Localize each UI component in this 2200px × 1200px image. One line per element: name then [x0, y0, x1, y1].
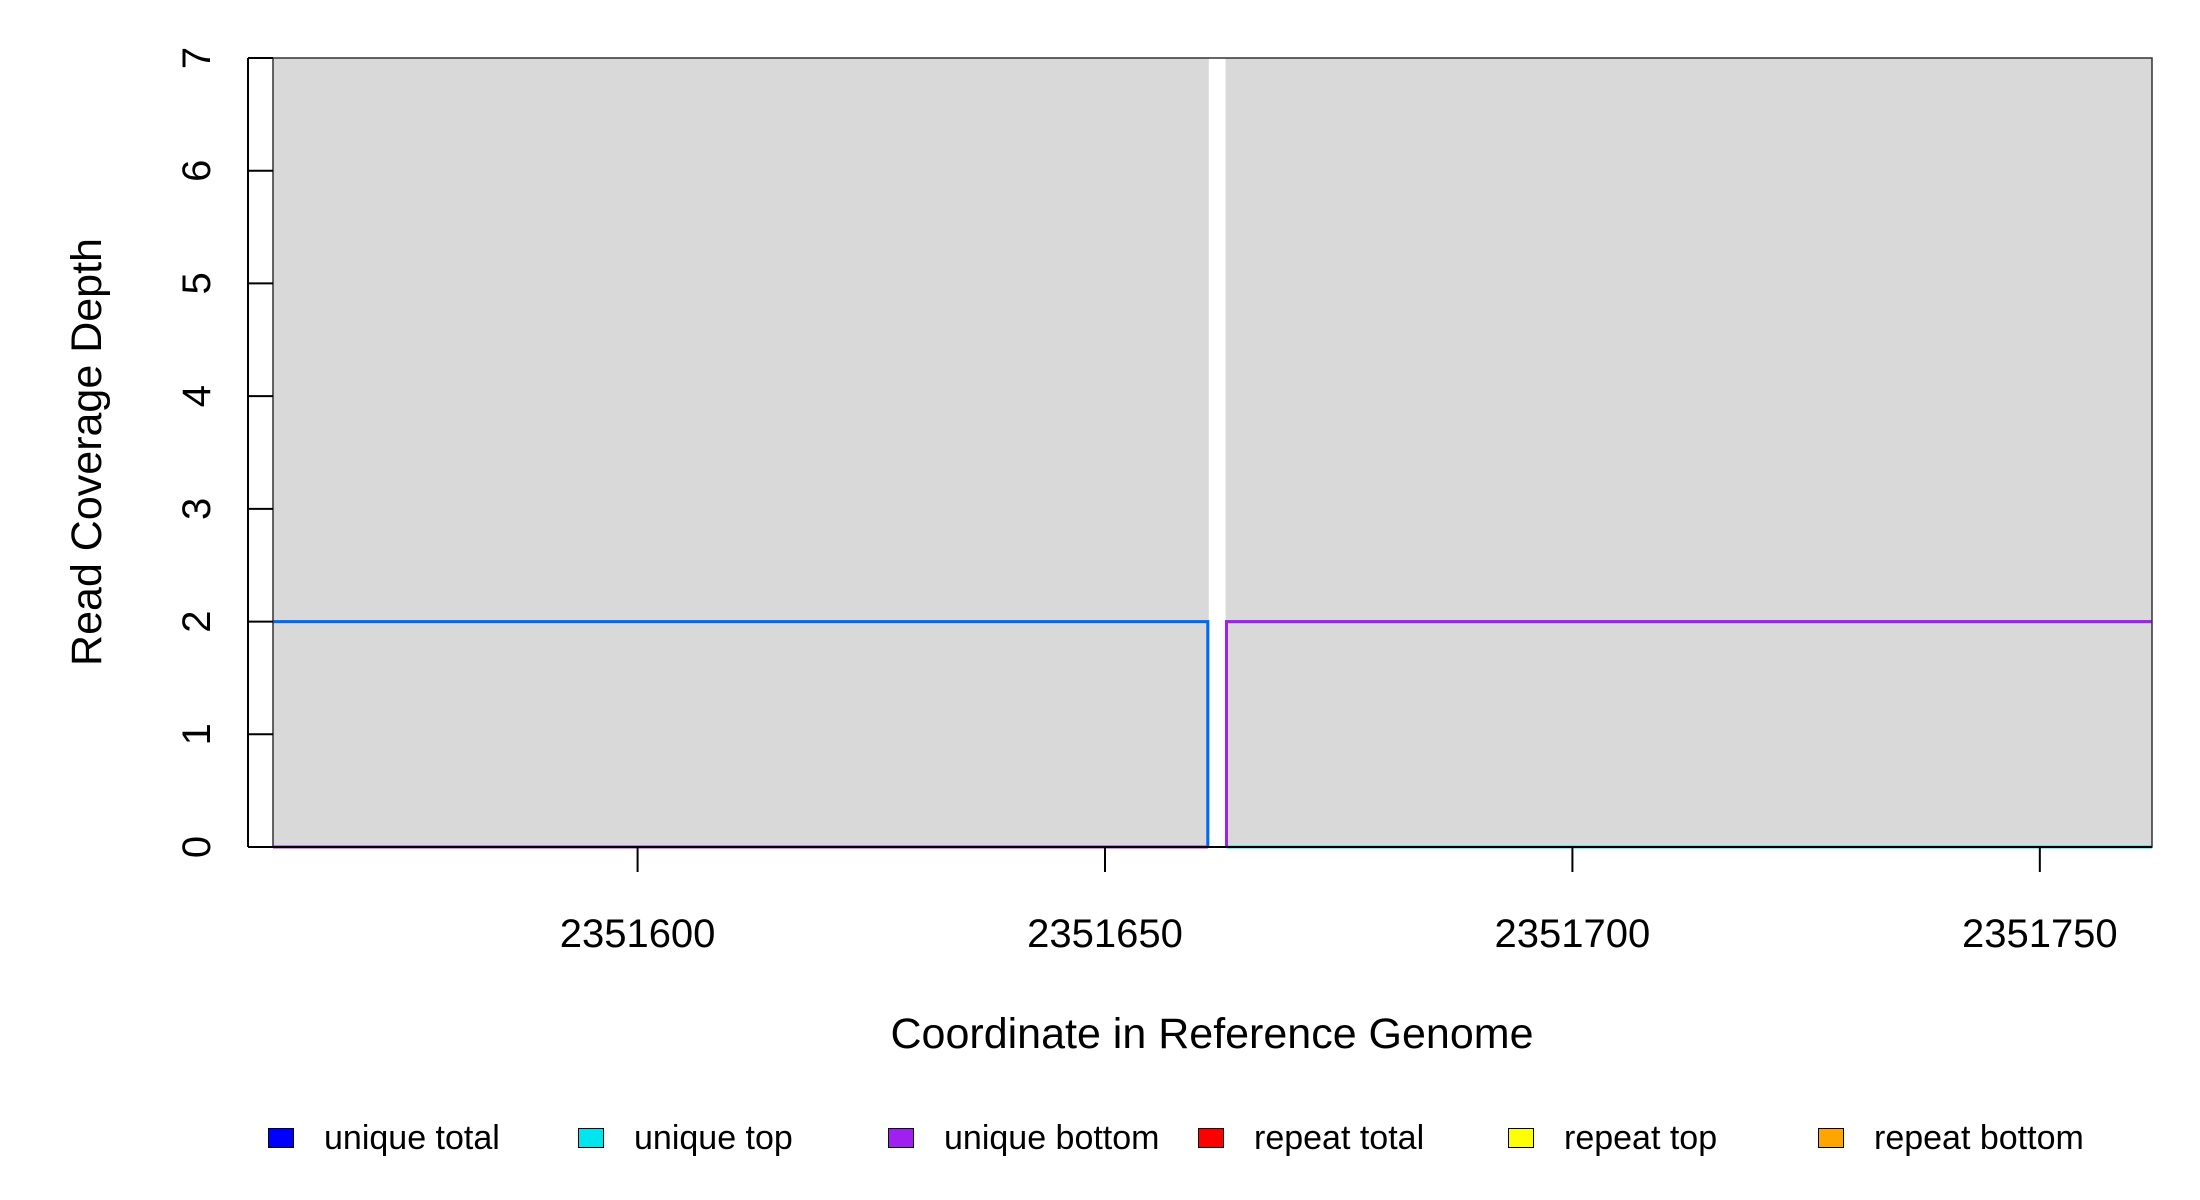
legend-swatch	[1508, 1128, 1534, 1148]
legend-label: repeat bottom	[1874, 1118, 2084, 1157]
gap-region	[1208, 58, 1226, 847]
legend-label: unique bottom	[944, 1118, 1160, 1157]
y-tick-label: 2	[175, 610, 219, 632]
legend-label: unique top	[634, 1118, 793, 1157]
legend-swatch	[888, 1128, 914, 1148]
y-tick-label: 1	[175, 723, 219, 745]
legend-item: unique bottom	[888, 1108, 1160, 1168]
y-tick-label: 3	[175, 498, 219, 520]
x-tick-label: 2351750	[1962, 912, 2118, 956]
legend-item: unique top	[578, 1108, 793, 1168]
series-line-unique-bottom-1	[1225, 620, 2152, 847]
x-tick-label: 2351600	[560, 912, 716, 956]
x-axis-label: Coordinate in Reference Genome	[891, 1010, 1534, 1058]
legend-item: unique total	[268, 1108, 500, 1168]
x-tick-label: 2351700	[1495, 912, 1651, 956]
y-tick-label: 6	[175, 160, 219, 182]
legend-item: repeat bottom	[1818, 1108, 2084, 1168]
legend-label: repeat top	[1564, 1118, 1718, 1157]
y-axis-label: Read Coverage Depth	[63, 238, 111, 666]
series-line-unique-total-0	[273, 620, 1210, 847]
legend-item: repeat total	[1198, 1108, 1424, 1168]
legend-label: repeat total	[1254, 1118, 1425, 1157]
legend-swatch	[578, 1128, 604, 1148]
x-tick-label: 2351650	[1027, 912, 1183, 956]
y-tick-label: 5	[175, 272, 219, 294]
legend: unique total unique top unique bottom repea…	[0, 1108, 2200, 1168]
y-tick-label: 7	[175, 47, 219, 69]
y-tick-label: 0	[175, 836, 219, 858]
y-tick-label: 4	[175, 385, 219, 407]
legend-swatch	[1818, 1128, 1844, 1148]
legend-swatch	[268, 1128, 294, 1148]
legend-label: unique total	[324, 1118, 500, 1157]
legend-swatch	[1198, 1128, 1224, 1148]
legend-item: repeat top	[1508, 1108, 1717, 1168]
coverage-chart: 0 1 2 3 4 5 6 7 2351600 2351650 2351700 2351750 Coo…	[63, 47, 2153, 1058]
